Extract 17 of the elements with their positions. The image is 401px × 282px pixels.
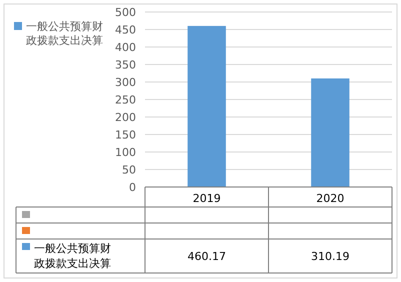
y-tick-label: 50 xyxy=(122,164,136,176)
y-tick-label: 300 xyxy=(115,76,136,89)
x-tick-label: 2020 xyxy=(316,192,344,205)
text: 一般公共预算财政拨款支出决算 xyxy=(34,242,111,270)
y-tick-label: 100 xyxy=(115,146,136,159)
y-tick-label: 450 xyxy=(115,24,136,36)
legend-label: 一般公共预算财政拨款支出决算 xyxy=(26,20,103,47)
y-tick-label: 400 xyxy=(115,41,136,54)
y-tick-label: 250 xyxy=(115,94,136,106)
y-tick-label: 500 xyxy=(115,6,136,19)
y-tick-label: 150 xyxy=(115,128,136,142)
y-tick-label: 350 xyxy=(115,58,136,72)
y-tick-label: 0 xyxy=(129,181,136,194)
y-tick-label: 200 xyxy=(115,111,136,124)
data-label: 460.17 xyxy=(188,250,226,263)
data-label: 310.19 xyxy=(311,250,350,263)
x-tick-label: 2019 xyxy=(192,192,221,205)
